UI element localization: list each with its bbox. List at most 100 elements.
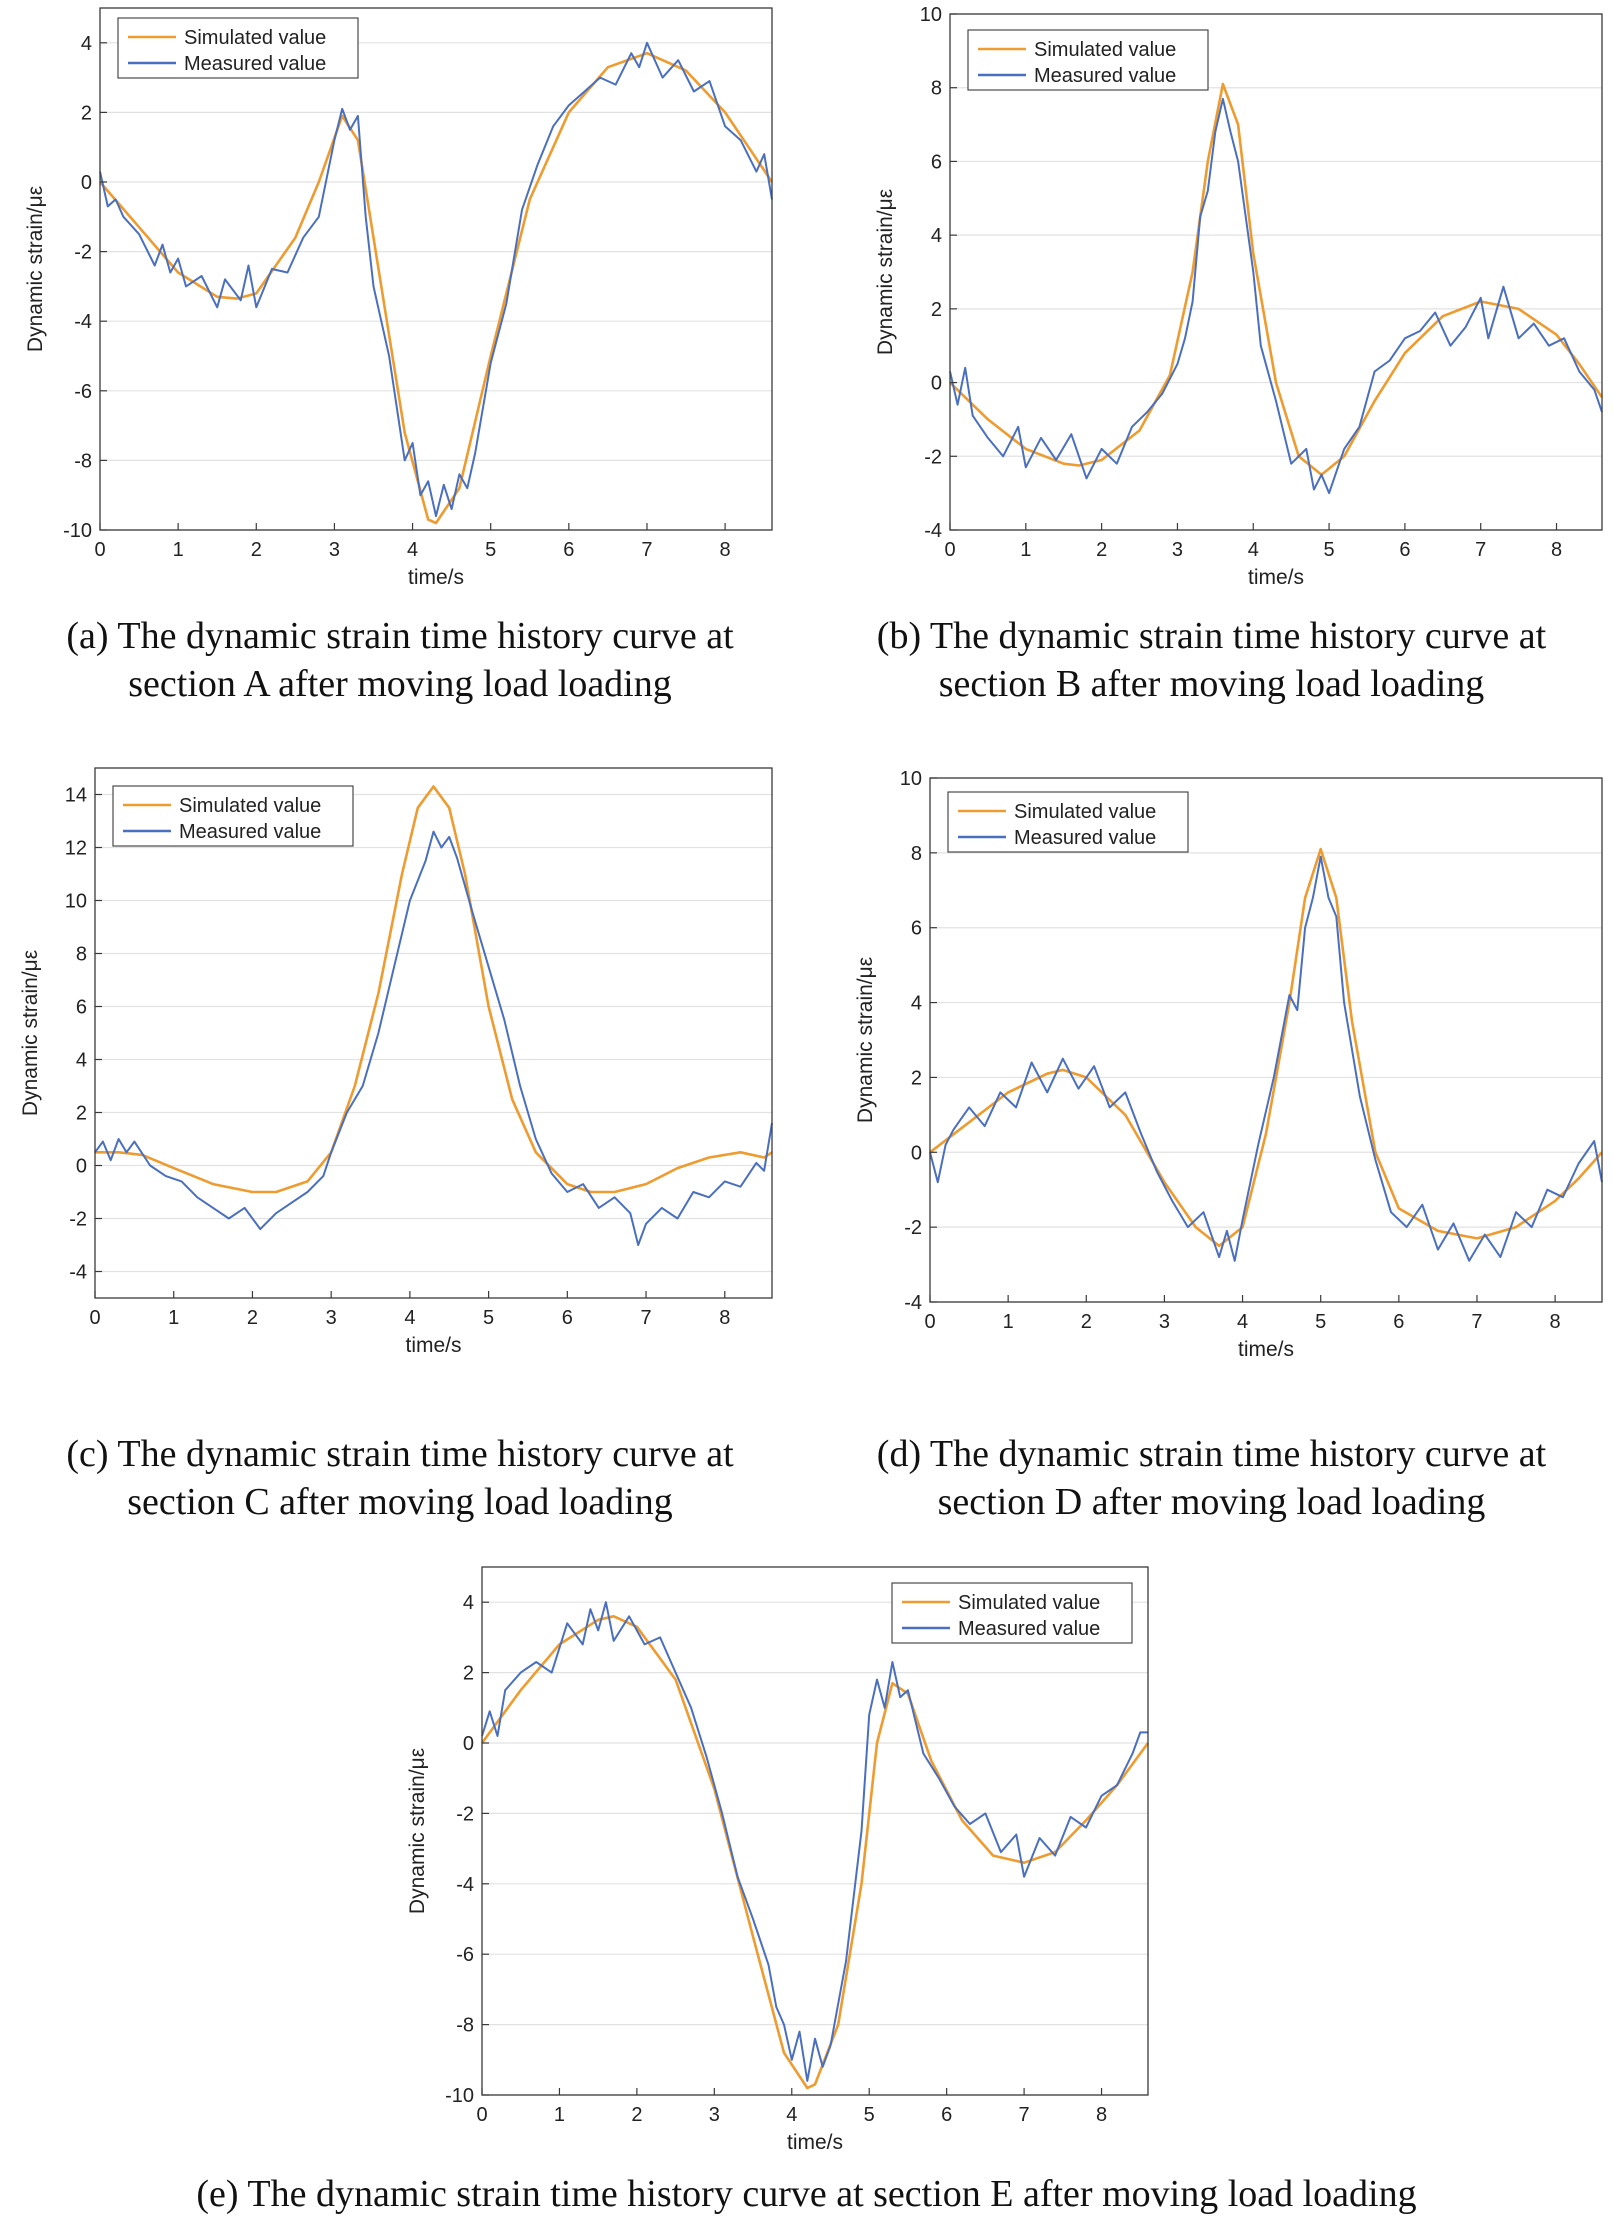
chart-d-plot-area (930, 778, 1602, 1302)
chart-b-plot-area (950, 14, 1602, 530)
chart-c-ytick-label: 6 (76, 997, 87, 1019)
chart-e-ytick-label: 4 (463, 1592, 474, 1614)
chart-c-ylabel: Dynamic strain/με (19, 950, 42, 1116)
chart-c-xtick-label: 7 (640, 1307, 651, 1329)
chart-c-ytick-label: 4 (76, 1050, 87, 1072)
chart-e-caption: (e) The dynamic strain time history curv… (0, 2170, 1613, 2218)
chart-a-ytick-label: 4 (81, 33, 92, 55)
chart-c-xtick-label: 6 (562, 1307, 573, 1329)
chart-d-caption: (d) The dynamic strain time history curv… (810, 1430, 1613, 1526)
chart-b-ylabel: Dynamic strain/με (874, 189, 897, 355)
chart-c-ytick-label: 2 (76, 1103, 87, 1125)
chart-d-xtick-label: 6 (1393, 1311, 1404, 1333)
chart-c-ytick-label: 0 (76, 1156, 87, 1178)
chart-c-ytick-label: 12 (65, 838, 87, 860)
chart-b-legend-box (967, 29, 1209, 91)
chart-panel-a: 0 1 2 3 4 5 6 7 8 -10 -8 -6 -4 -2 0 2 4 time/s Dynamic str… (0, 0, 800, 705)
chart-e-xtick-label: 7 (1019, 2104, 1030, 2126)
chart-panel-b: 0 1 2 3 4 5 6 7 8 -4 -2 0 2 4 6 8 10 time/s Dynamic strain… (810, 0, 1613, 705)
chart-b-xtick-label: 4 (1248, 539, 1259, 561)
chart-a-svg: 0 1 2 3 4 5 6 7 8 -10 -8 -6 -4 -2 0 2 4 time/s Dynamic str… (24, 7, 774, 589)
chart-a-xlabel: time/s (408, 566, 464, 589)
chart-a-ytick-label: -4 (74, 311, 92, 333)
chart-a-ytick-label: -10 (63, 520, 92, 542)
chart-b-ytick-label: 2 (931, 299, 942, 321)
chart-a-axes-box (99, 7, 773, 531)
chart-b-svg: 0 1 2 3 4 5 6 7 8 -4 -2 0 2 4 6 8 10 time/s Dynamic strain… (874, 4, 1604, 589)
chart-e-ytick-label: -4 (456, 1874, 474, 1896)
chart-d-ylabel: Dynamic strain/με (854, 957, 877, 1123)
chart-d-xtick-label: 1 (1003, 1311, 1014, 1333)
chart-a-xtick-label: 4 (407, 539, 418, 561)
chart-e-legend-label-measured: Measured value (958, 1618, 1100, 1640)
chart-panel-e: 0 1 2 3 4 5 6 7 8 -10 -8 -6 -4 -2 0 2 4 time/s Dynamic str… (400, 1555, 1200, 2155)
chart-b-axes-box (949, 13, 1603, 531)
chart-d-series-simulated (929, 847, 1603, 1248)
chart-a-xtick-label: 8 (720, 539, 731, 561)
chart-c-ytick-label: -2 (69, 1209, 87, 1231)
chart-b-xtick-label: 6 (1399, 539, 1410, 561)
chart-a-xtick-label: 0 (94, 539, 105, 561)
chart-c-series-simulated (95, 785, 773, 1194)
chart-e-xtick-label: 0 (476, 2104, 487, 2126)
chart-b-caption: (b) The dynamic strain time history curv… (810, 612, 1613, 708)
chart-c-xtick-label: 3 (326, 1307, 337, 1329)
chart-d-ytick-label: 10 (900, 768, 922, 790)
chart-c-series-measured (94, 830, 773, 1246)
chart-a-ytick-label: 2 (81, 102, 92, 124)
chart-a-xtick-label: 7 (641, 539, 652, 561)
chart-b-ytick-label: 10 (920, 4, 942, 26)
chart-c-xlabel: time/s (405, 1334, 461, 1357)
chart-b-legend-label-simulated: Simulated value (1034, 39, 1176, 61)
chart-e-xtick-label: 4 (786, 2104, 797, 2126)
chart-e-xtick-label: 5 (864, 2104, 875, 2126)
chart-c-xtick-label: 2 (247, 1307, 258, 1329)
chart-a-series-measured (99, 41, 773, 518)
chart-d-axes-box (929, 777, 1603, 1303)
chart-b-ytick-label: 0 (931, 373, 942, 395)
chart-b-xtick-label: 5 (1324, 539, 1335, 561)
chart-a-plot-area (100, 8, 772, 530)
chart-b-xlabel: time/s (1248, 566, 1304, 589)
chart-e-plot-area (482, 1567, 1148, 2095)
chart-c-ytick-label: 10 (65, 891, 87, 913)
chart-c-xtick-label: 0 (89, 1307, 100, 1329)
chart-d-ytick-label: -2 (904, 1217, 922, 1239)
chart-b-caption-line1: (b) The dynamic strain time history curv… (876, 615, 1547, 657)
chart-c-ytick-label: -4 (69, 1262, 87, 1284)
chart-c-legend-label-simulated: Simulated value (179, 795, 321, 817)
chart-a-legend-box (117, 17, 359, 79)
chart-b-xtick-label: 1 (1020, 539, 1031, 561)
chart-c-xtick-label: 1 (168, 1307, 179, 1329)
chart-d-ytick-label: 4 (911, 993, 922, 1015)
chart-e-series-simulated (480, 1614, 1150, 2090)
chart-a-xtick-label: 1 (173, 539, 184, 561)
chart-a-xtick-label: 6 (563, 539, 574, 561)
chart-a-xtick-label: 5 (485, 539, 496, 561)
chart-panel-d: 0 1 2 3 4 5 6 7 8 -4 -2 0 2 4 6 8 10 time/s Dynamic strain… (810, 760, 1613, 1523)
chart-d-ytick-label: 2 (911, 1067, 922, 1089)
chart-b-series-measured (949, 97, 1603, 495)
chart-d-caption-line1: (d) The dynamic strain time history curv… (876, 1433, 1547, 1475)
chart-a-legend-label-simulated: Simulated value (184, 27, 326, 49)
chart-a-caption: (a) The dynamic strain time history curv… (0, 612, 800, 708)
chart-a-xtick-label: 2 (251, 539, 262, 561)
chart-e-ytick-label: -2 (456, 1803, 474, 1825)
chart-b-legend-label-measured: Measured value (1034, 65, 1176, 87)
chart-e-xtick-label: 2 (631, 2104, 642, 2126)
chart-d-caption-line2: section D after moving load loading (937, 1481, 1486, 1523)
chart-c-caption: (c) The dynamic strain time history curv… (0, 1430, 800, 1526)
chart-d-xtick-label: 0 (924, 1311, 935, 1333)
chart-b-ytick-label: -2 (924, 446, 942, 468)
chart-d-legend-label-simulated: Simulated value (1014, 801, 1156, 823)
chart-d-xtick-label: 4 (1237, 1311, 1248, 1333)
chart-d-ytick-label: 0 (911, 1142, 922, 1164)
chart-a-caption-line1: (a) The dynamic strain time history curv… (66, 615, 734, 657)
chart-e-axes-box (481, 1566, 1149, 2096)
chart-c-xtick-label: 5 (483, 1307, 494, 1329)
chart-panel-c: 0 1 2 3 4 5 6 7 8 -4 -2 0 2 4 6 8 10 12 14 time/s Dynamic st… (0, 760, 800, 1523)
chart-e-legend-label-simulated: Simulated value (958, 1592, 1100, 1614)
chart-c-caption-line1: (c) The dynamic strain time history curv… (66, 1433, 734, 1475)
chart-d-xtick-label: 2 (1081, 1311, 1092, 1333)
chart-e-legend-box (891, 1582, 1133, 1644)
